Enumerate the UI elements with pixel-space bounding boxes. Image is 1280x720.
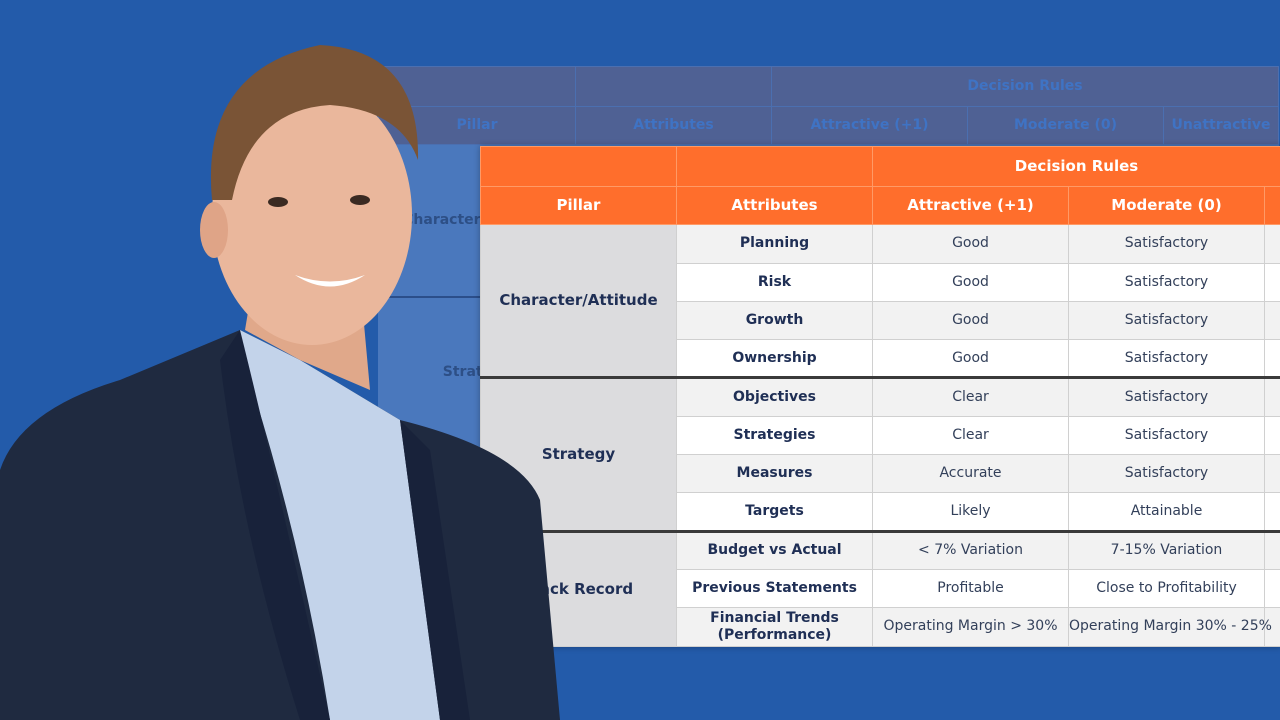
attractive-cell: < 7% Variation [872,529,1069,570]
attractive-cell: Clear [872,376,1069,417]
moderate-cell: Satisfactory [1068,224,1265,264]
attribute-cell: Targets [676,492,873,532]
column-header: Pillar [480,185,677,226]
attribute-cell: Risk [676,262,873,302]
moderate-cell: Satisfactory [1068,262,1265,302]
column-header: Attractive (+1) [872,185,1069,226]
decision-rules-table: Decision Rules Pillar Attributes Attractive… [480,146,1280,647]
column-header: Unattractive [1162,106,1280,145]
moderate-cell: Satisfactory [1068,339,1265,379]
moderate-cell: Satisfactory [1068,300,1265,341]
table-row: Strategy Objectives Clear Satisfactory [480,376,1280,532]
column-header: Moderate (0) [967,106,1164,145]
moderate-cell: Close to Profitability [1068,568,1265,609]
table-row: Track Record Budget vs Actual < 7% Variati… [480,529,1280,647]
eye-left [268,197,288,207]
unattractive-cell [1264,454,1280,494]
attractive-cell: Clear [872,415,1069,456]
unattractive-cell [1264,300,1280,341]
moderate-cell: Satisfactory [1068,415,1265,456]
table-row: Risk Good Satisfactory [481,262,1280,302]
attractive-cell: Good [872,300,1069,341]
moderate-cell: Satisfactory [1068,376,1265,417]
unattractive-cell [1264,376,1280,417]
attractive-cell: Good [872,262,1069,302]
table-row: Measures Accurate Satisfactory [481,454,1280,494]
column-header-edge [1264,185,1280,226]
pillar-cell: Character/Attitude [480,224,677,379]
smile [295,275,365,287]
table-row: Financial Trends (Performance) Operating … [481,607,1280,647]
ear [200,202,228,258]
table-row: Ownership Good Satisfactory [481,339,1280,379]
header-blank [480,146,677,187]
table-row: Previous Statements Profitable Close to Pr… [481,568,1280,609]
attractive-cell: Good [872,339,1069,379]
shirt [240,330,440,720]
attribute-cell: Financial Trends (Performance) [676,607,873,647]
header-blank [378,66,576,107]
attribute-cell: Ownership [676,339,873,379]
moderate-cell: 7-15% Variation [1068,529,1265,570]
column-header: Attributes [676,185,873,226]
attribute-cell: Objectives [676,376,873,417]
attractive-cell: Accurate [872,454,1069,494]
eye-right [350,195,370,205]
hair [210,45,419,200]
attribute-cell: Planning [676,224,873,264]
column-header: Attractive (+1) [771,106,968,145]
moderate-cell: Attainable [1068,492,1265,532]
lapel-right [400,420,470,720]
attribute-cell: Previous Statements [676,568,873,609]
unattractive-cell [1264,339,1280,379]
decision-rules-header: Decision Rules [770,66,1280,107]
attribute-cell: Measures [676,454,873,494]
header-blank [676,146,873,187]
attribute-cell: Growth [676,300,873,341]
table-row: Character/Attitude Planning Good Satisfacto… [480,224,1280,379]
attractive-cell: Good [872,224,1069,264]
lapel [220,330,330,720]
attractive-cell: Operating Margin > 30% [872,607,1069,647]
unattractive-cell [1264,568,1280,609]
moderate-cell: Operating Margin 30% - 25% [1068,607,1272,647]
unattractive-cell [1264,262,1280,302]
attribute-cell: Strategies [676,415,873,456]
face [212,85,412,345]
unattractive-cell [1264,529,1280,570]
unattractive-cell [1264,415,1280,456]
attractive-cell: Likely [872,492,1069,532]
attribute-cell: Budget vs Actual [676,529,873,570]
presenter-photo [0,45,560,720]
table-row: Strategies Clear Satisfactory [481,415,1280,456]
header-blank [575,66,772,107]
moderate-cell: Satisfactory [1068,454,1265,494]
unattractive-cell [1264,492,1280,532]
column-header: Moderate (0) [1068,185,1265,226]
table-row: Targets Likely Attainable [481,492,1280,532]
unattractive-cell [1264,224,1280,264]
attractive-cell: Profitable [872,568,1069,609]
table-row: Growth Good Satisfactory [481,300,1280,341]
column-header: Attributes [575,106,772,145]
decision-rules-header: Decision Rules [872,146,1280,187]
